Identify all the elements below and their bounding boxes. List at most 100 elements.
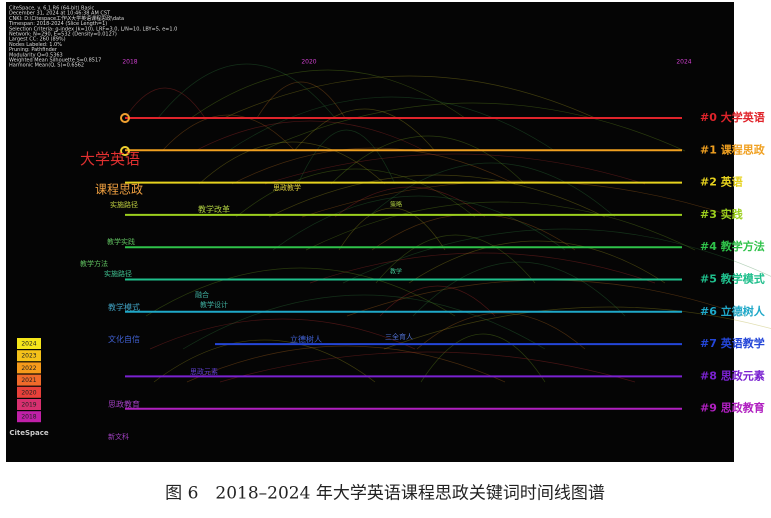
keyword-label: 新文科 (108, 432, 129, 441)
header-line: Weighted Mean Silhouette S=0.8517 (9, 58, 101, 64)
caption: 图 6 2018–2024 年大学英语课程思政关键词时间线图谱 (165, 484, 605, 504)
keyword-label: 文化自信 (108, 334, 140, 344)
cluster-label: #0 大学英语 (700, 110, 765, 124)
keyword-label: 思政教学 (273, 183, 301, 192)
citation-arc (153, 339, 376, 383)
citation-arc (186, 345, 506, 383)
citation-arc (334, 186, 486, 218)
legend-swatch (17, 362, 41, 374)
header-line: December 31, 2024 at 10:46:38 AM CST (9, 11, 111, 17)
arcs (124, 63, 771, 383)
legend-swatch (17, 338, 41, 349)
citation-arc (272, 195, 566, 251)
citation-arc (219, 351, 636, 383)
keyword-label: 思政元素 (190, 367, 218, 376)
header-line: Network: N=290, E=532 (Density=0.0127) (9, 32, 117, 38)
cluster-label: #6 立德树人 (700, 304, 766, 318)
keyword-label: 教学 (390, 268, 402, 276)
citation-arc (342, 228, 771, 284)
header-line: Pruning: Pathfinder (9, 47, 58, 53)
keyword-label: 实施路径 (104, 269, 132, 278)
keyword-label: 教学方法 (80, 259, 108, 268)
header-line: Timespan: 2018-2024 (Slice Length=1) (8, 21, 107, 27)
keyword-label: 教学模式 (108, 302, 140, 312)
citation-arc (338, 207, 446, 251)
header-line: Modularity Q=0.5363 (9, 52, 63, 58)
keyword-label: 融合 (195, 290, 209, 299)
header-line: Harmonic Mean(Q, S)=0.6562 (9, 63, 84, 69)
cluster-label: #5 教学模式 (700, 272, 765, 286)
year-label: 2020 (301, 59, 316, 66)
citation-arc (182, 294, 546, 350)
citation-arc (412, 261, 626, 317)
header-line: CNKI: D:\Citespace工作\X大学英语课程思政\data (9, 15, 124, 22)
citation-arc (420, 333, 546, 383)
legend-year: 2020 (21, 389, 36, 396)
legend-year: 2024 (21, 341, 36, 348)
citation-arc (268, 174, 606, 218)
legend-year: 2023 (21, 353, 36, 360)
header-line: Largest CC: 260 (89%) (9, 37, 66, 43)
citation-arc (379, 285, 496, 317)
legend-year: 2019 (21, 402, 36, 409)
citation-arc (383, 306, 771, 350)
cluster-label: #7 英语教学 (700, 336, 765, 350)
header-line: Nodes Labeled: 1.0% (9, 42, 62, 48)
header-line: Selection Criteria: g-index (k=10), LRF=… (9, 26, 177, 32)
citation-arc (235, 168, 476, 218)
year-label: 2024 (676, 59, 691, 66)
keyword-label: 策略 (390, 201, 402, 209)
citation-arc (297, 129, 396, 185)
node (120, 146, 130, 156)
citation-arc (416, 312, 586, 350)
citation-arc (305, 201, 696, 251)
keyword-label: 教学设计 (200, 300, 228, 309)
keyword-label: 教学实践 (107, 237, 135, 246)
cluster-label: #4 教学方法 (700, 239, 765, 253)
legend-swatch (17, 411, 41, 423)
citation-arc (145, 267, 456, 317)
keyword-label: 实施路径 (110, 200, 138, 209)
legend-swatch (17, 374, 41, 386)
header-line: CiteSpace, v. 6.1.R6 (64-bit) Basic (9, 6, 95, 12)
timeline-panel (6, 2, 734, 462)
citation-arc (256, 81, 346, 119)
citation-arc (408, 240, 666, 284)
citation-arc (367, 162, 616, 218)
citation-arc (293, 108, 436, 152)
cluster-label: #1 课程思政 (700, 142, 766, 156)
legend-swatch (17, 386, 41, 398)
citation-arc (375, 234, 536, 284)
cluster-label: #8 思政元素 (700, 368, 765, 382)
citation-arc (223, 75, 596, 119)
citation-arc (194, 120, 426, 152)
citation-arc (198, 141, 386, 185)
citation-arc (190, 69, 466, 119)
legend-year: 2018 (21, 414, 36, 421)
keyword-label: 大学英语 (80, 150, 140, 168)
citation-arc (301, 180, 736, 218)
legend-year: 2022 (21, 365, 36, 372)
citation-arc (260, 102, 686, 152)
keyword-label: 思政教育 (108, 399, 140, 409)
citation-arc (231, 147, 516, 185)
cluster-label: #2 英语 (700, 175, 743, 189)
keyword-label: 课程思政 (95, 182, 143, 197)
legend-swatch (17, 399, 41, 410)
citation-arc (149, 318, 416, 350)
citation-arc (309, 252, 656, 284)
node (120, 113, 130, 123)
cluster-label: #3 实践 (700, 207, 743, 221)
citation-arc (264, 153, 646, 185)
citation-arc (330, 135, 526, 185)
keyword-label: 教学改革 (198, 204, 230, 214)
keyword-label: 三全育人 (385, 332, 413, 341)
cluster-label: #9 思政教育 (700, 401, 765, 415)
year-label: 2018 (122, 59, 137, 66)
citation-arc (157, 63, 336, 119)
legend-swatch (17, 350, 41, 362)
citation-arc (124, 87, 206, 119)
legend-year: 2021 (21, 377, 36, 384)
citation-arc (227, 96, 556, 152)
